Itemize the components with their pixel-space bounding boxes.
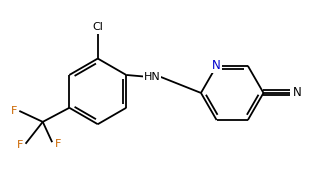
Text: F: F xyxy=(17,140,23,150)
Text: N: N xyxy=(293,86,301,99)
Text: Cl: Cl xyxy=(92,22,103,32)
Text: N: N xyxy=(212,59,221,72)
Text: F: F xyxy=(54,139,61,149)
Text: F: F xyxy=(11,106,17,116)
Text: HN: HN xyxy=(144,71,160,81)
